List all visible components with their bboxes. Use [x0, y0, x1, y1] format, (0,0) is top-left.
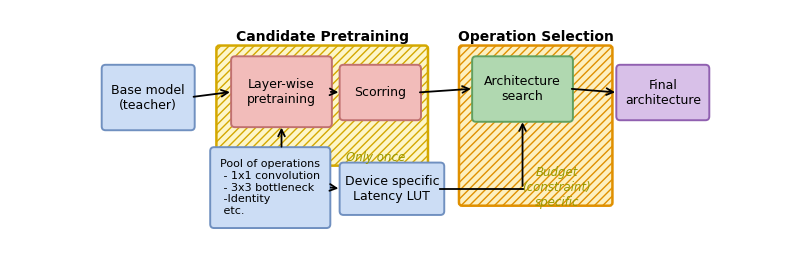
- FancyBboxPatch shape: [210, 147, 331, 228]
- Text: Base model
(teacher): Base model (teacher): [111, 83, 185, 111]
- FancyBboxPatch shape: [472, 56, 573, 122]
- Text: Layer-wise
pretraining: Layer-wise pretraining: [247, 78, 316, 106]
- Text: Only once: Only once: [347, 151, 405, 164]
- FancyBboxPatch shape: [339, 163, 444, 215]
- FancyBboxPatch shape: [616, 65, 709, 120]
- FancyBboxPatch shape: [102, 65, 195, 130]
- Text: Candidate Pretraining: Candidate Pretraining: [235, 30, 409, 44]
- FancyBboxPatch shape: [216, 46, 428, 166]
- Text: Budget
(constraint)
specific: Budget (constraint) specific: [522, 166, 591, 209]
- Text: Final
architecture: Final architecture: [625, 78, 701, 106]
- FancyBboxPatch shape: [339, 65, 421, 120]
- Text: Architecture
search: Architecture search: [484, 75, 561, 103]
- Text: Scorring: Scorring: [355, 86, 406, 99]
- Text: Device specific
Latency LUT: Device specific Latency LUT: [344, 175, 440, 203]
- FancyBboxPatch shape: [231, 56, 332, 127]
- Text: Pool of operations
 - 1x1 convolution
 - 3x3 bottleneck
 -Identity
 etc.: Pool of operations - 1x1 convolution - 3…: [220, 159, 320, 216]
- Text: Operation Selection: Operation Selection: [458, 30, 614, 44]
- FancyBboxPatch shape: [459, 46, 612, 206]
